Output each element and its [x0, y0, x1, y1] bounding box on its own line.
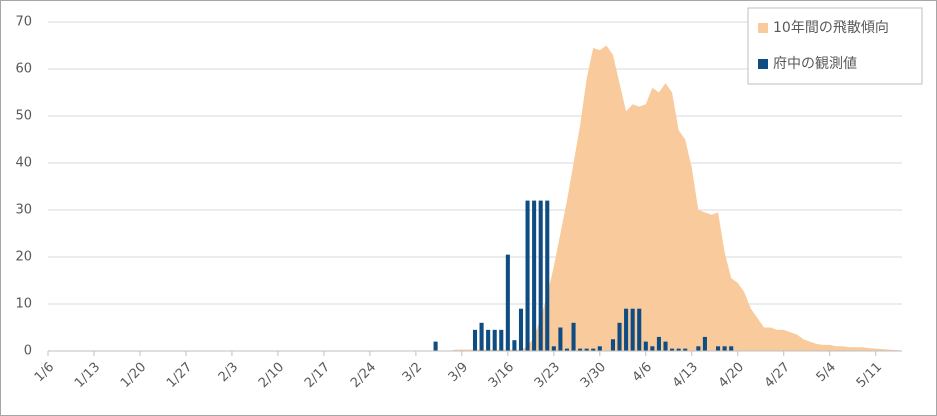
bar [702, 336, 707, 351]
bar [716, 346, 721, 351]
bar [696, 346, 701, 351]
y-tick-label: 70 [15, 15, 32, 30]
area [48, 45, 902, 351]
bar [492, 329, 497, 351]
bar [571, 322, 576, 351]
bar [683, 348, 688, 351]
bar [551, 346, 556, 351]
bar [610, 339, 615, 351]
y-tick-label: 50 [15, 109, 32, 124]
bar [479, 322, 484, 351]
bar [558, 327, 563, 351]
bar [650, 346, 655, 351]
bar [676, 348, 681, 351]
bar [729, 346, 734, 351]
bar [518, 308, 524, 351]
bar [617, 322, 622, 351]
bar [564, 348, 570, 351]
bar [499, 329, 504, 351]
legend-label: 10年間の飛散傾向 [773, 20, 889, 36]
bar [433, 341, 438, 351]
bar [505, 254, 510, 351]
legend-box [747, 7, 923, 85]
bar [525, 200, 530, 351]
bar [486, 329, 491, 351]
bar [663, 341, 668, 351]
y-tick-label: 30 [15, 203, 32, 218]
bar [472, 329, 478, 351]
legend-label: 府中の観測値 [773, 55, 857, 72]
bar [722, 346, 727, 351]
bar [624, 308, 629, 351]
bar [591, 348, 596, 351]
legend-swatch [758, 59, 768, 69]
y-tick-label: 60 [15, 62, 32, 77]
bar [584, 348, 589, 351]
bar [630, 308, 635, 351]
bar [578, 348, 583, 351]
bar [597, 346, 602, 351]
bar [656, 336, 661, 351]
y-tick-label: 10 [15, 297, 32, 312]
legend-swatch [758, 23, 768, 33]
y-tick-label: 40 [15, 156, 32, 171]
y-tick-label: 0 [24, 344, 32, 359]
bar [512, 340, 517, 351]
bar [538, 200, 543, 351]
bar [532, 200, 537, 351]
bar [670, 348, 675, 351]
bar [643, 341, 648, 351]
bar [545, 200, 550, 351]
y-tick-label: 20 [15, 250, 32, 265]
bar [637, 308, 642, 351]
